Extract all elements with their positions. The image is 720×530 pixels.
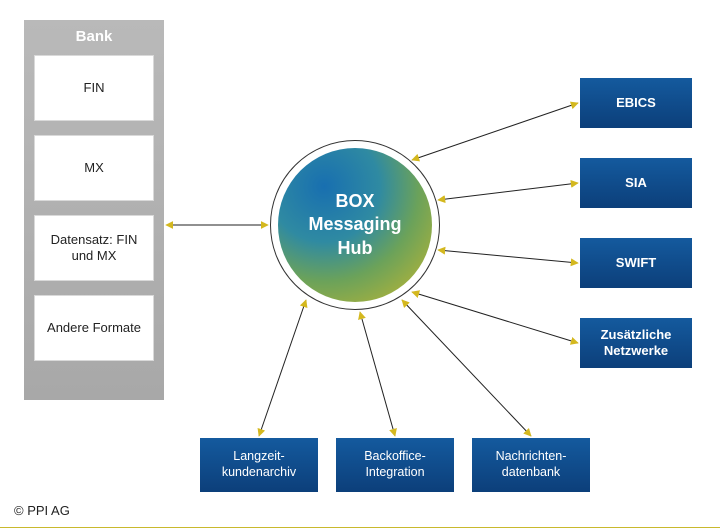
- hub-circle: BOXMessagingHub: [278, 148, 432, 302]
- network-box-swift: SWIFT: [580, 238, 692, 288]
- bank-title: Bank: [34, 28, 154, 45]
- service-box-langzeit: Langzeit-kundenarchiv: [200, 438, 318, 492]
- bank-item-fin: FIN: [34, 55, 154, 121]
- copyright-label: © PPI AG: [14, 503, 70, 518]
- bank-panel: Bank FIN MX Datensatz: FIN und MX Andere…: [24, 20, 164, 400]
- diagram-canvas: Bank FIN MX Datensatz: FIN und MX Andere…: [0, 0, 720, 530]
- network-box-sia: SIA: [580, 158, 692, 208]
- bank-item-mx: MX: [34, 135, 154, 201]
- service-box-nachrichten: Nachrichten-datenbank: [472, 438, 590, 492]
- footer-divider: [0, 527, 720, 528]
- bank-item-datensatz: Datensatz: FIN und MX: [34, 215, 154, 281]
- bank-item-andere: Andere Formate: [34, 295, 154, 361]
- network-box-zusaetzliche: Zusätzliche Netzwerke: [580, 318, 692, 368]
- service-box-backoffice: Backoffice-Integration: [336, 438, 454, 492]
- hub-label: BOXMessagingHub: [308, 190, 401, 260]
- network-box-ebics: EBICS: [580, 78, 692, 128]
- hub-outer-ring: BOXMessagingHub: [270, 140, 440, 310]
